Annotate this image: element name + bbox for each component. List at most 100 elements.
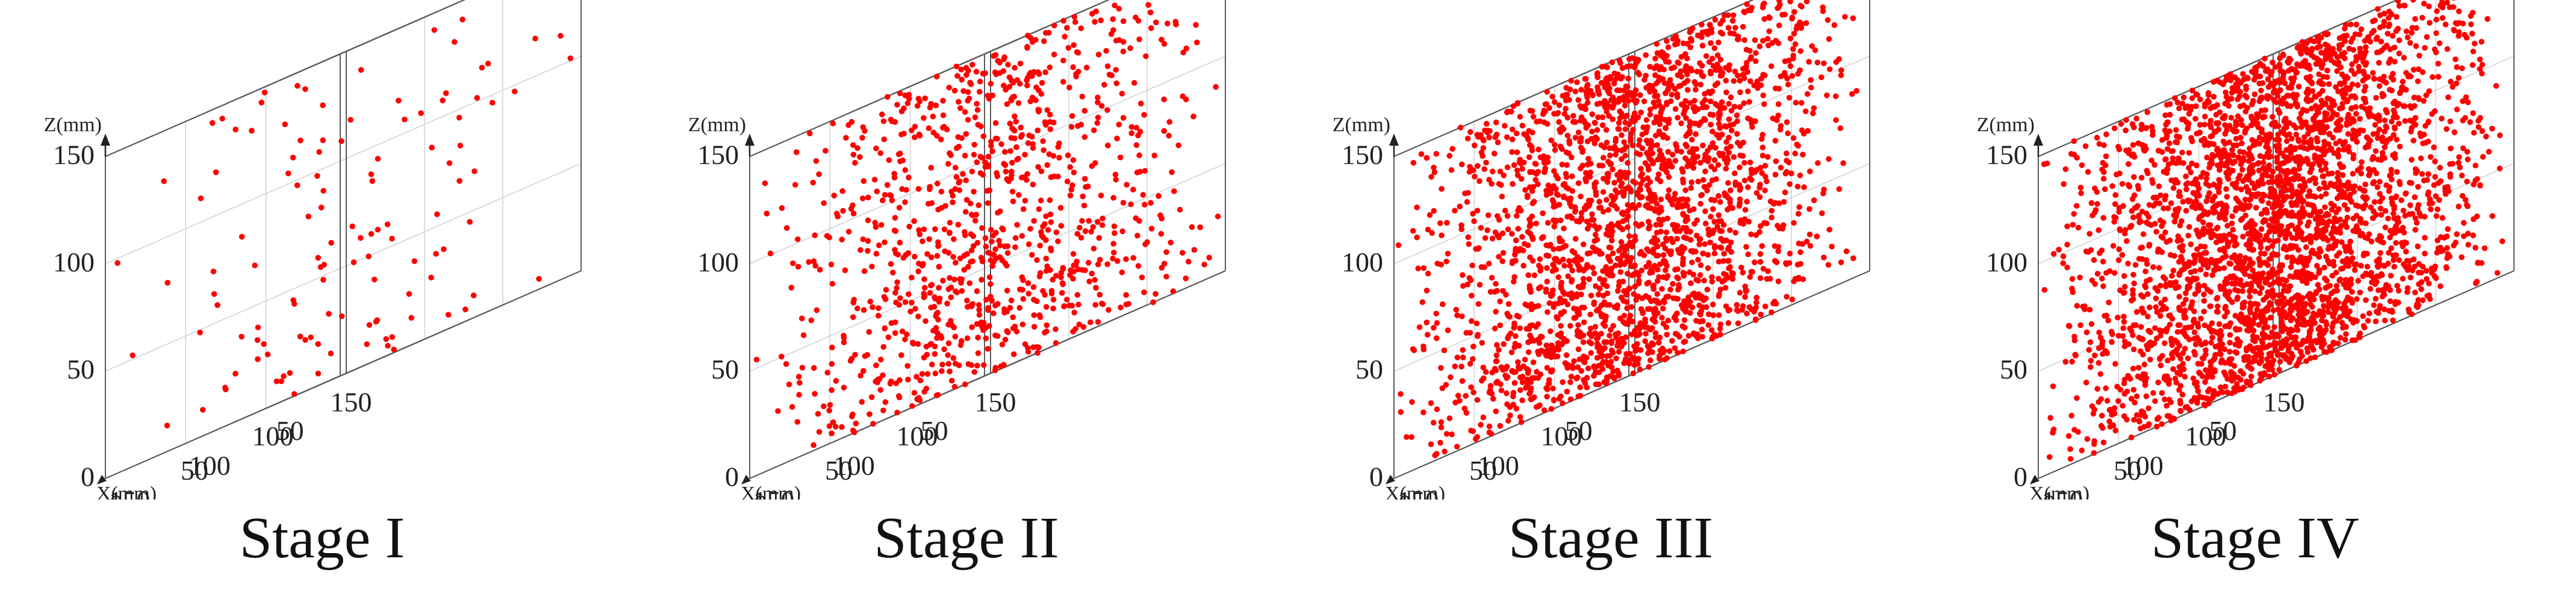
data-point	[1737, 164, 1743, 170]
data-point	[308, 334, 314, 341]
data-point	[1696, 241, 1702, 248]
y-tick-label: 50	[181, 455, 208, 486]
data-point	[1757, 259, 1764, 265]
data-point	[1452, 208, 1458, 214]
data-point	[824, 233, 830, 239]
data-point	[1786, 57, 1792, 64]
data-point	[1716, 193, 1722, 199]
data-point	[1490, 395, 1496, 402]
data-point	[962, 209, 969, 215]
data-point	[1024, 45, 1030, 51]
data-point	[1095, 219, 1101, 225]
data-point	[1505, 418, 1511, 424]
data-point	[883, 286, 889, 293]
data-point	[255, 324, 261, 330]
data-point	[1504, 364, 1510, 370]
data-point	[2304, 280, 2310, 286]
data-point	[1675, 275, 1681, 282]
data-point	[1826, 66, 1833, 72]
data-point	[2409, 211, 2416, 217]
data-point	[1664, 38, 1670, 44]
data-point	[2387, 287, 2393, 293]
data-point	[2475, 124, 2481, 130]
data-point	[1698, 308, 1705, 314]
data-point	[1753, 190, 1760, 196]
data-point	[238, 333, 245, 340]
data-point	[1513, 333, 1519, 339]
data-point	[901, 105, 907, 111]
data-point	[1558, 323, 1564, 329]
data-point	[1469, 292, 1475, 299]
data-point	[1548, 291, 1554, 297]
data-point	[2128, 223, 2135, 229]
data-point	[1411, 347, 1417, 353]
data-point	[1747, 55, 1753, 62]
data-point	[1646, 155, 1653, 162]
data-point	[1691, 221, 1697, 227]
data-point	[1690, 146, 1696, 152]
data-point	[1148, 25, 1154, 31]
data-point	[1683, 68, 1689, 75]
data-point	[1128, 130, 1135, 137]
data-point	[2259, 339, 2266, 346]
data-point	[474, 94, 481, 101]
data-point	[1649, 317, 1656, 323]
data-point	[2144, 291, 2151, 297]
data-point	[1476, 178, 1482, 184]
scatter3d-panel-2: 05010015050100150050100150Z(mm)X(mm)Stag…	[644, 0, 1289, 591]
data-point	[1690, 165, 1697, 171]
data-point	[1628, 188, 1634, 195]
data-point	[971, 141, 977, 148]
data-point	[1815, 160, 1821, 166]
data-point	[982, 70, 988, 76]
data-point	[1555, 300, 1561, 306]
data-point	[1592, 120, 1598, 126]
data-point	[873, 145, 879, 152]
data-point	[1555, 347, 1562, 353]
data-point	[947, 229, 953, 236]
data-point	[1709, 274, 1715, 280]
data-point	[1778, 73, 1784, 79]
data-point	[1652, 306, 1658, 312]
data-point	[2047, 415, 2053, 421]
data-point	[1048, 219, 1054, 225]
data-point	[1660, 76, 1666, 82]
data-point	[1159, 265, 1165, 271]
data-point	[1775, 248, 1781, 255]
data-point	[1669, 201, 1676, 208]
data-point	[1053, 340, 1059, 346]
data-point	[794, 236, 801, 243]
data-point	[1812, 47, 1818, 54]
data-point	[932, 226, 938, 232]
data-point	[1826, 36, 1832, 42]
data-point	[1603, 264, 1609, 270]
data-point	[1756, 194, 1763, 200]
data-point	[888, 261, 894, 267]
data-point	[219, 116, 226, 122]
data-point	[402, 116, 408, 123]
data-point	[1699, 72, 1705, 79]
data-point	[1631, 343, 1637, 350]
data-point	[1014, 156, 1020, 162]
data-point	[1483, 120, 1490, 127]
data-point	[1716, 121, 1722, 127]
data-point	[2430, 74, 2436, 80]
data-point	[1666, 187, 1672, 193]
data-point	[986, 187, 993, 194]
data-point	[775, 408, 781, 414]
data-point	[1581, 280, 1587, 286]
data-point	[2167, 111, 2173, 118]
data-point	[1013, 144, 1019, 150]
data-point	[869, 264, 875, 270]
data-point	[1584, 82, 1591, 88]
data-point	[953, 63, 960, 70]
data-point	[1644, 280, 1650, 287]
data-point	[1485, 212, 1492, 218]
data-point	[1031, 218, 1037, 224]
data-point	[1060, 57, 1066, 64]
grid-line	[346, 55, 582, 159]
data-point	[873, 250, 880, 257]
data-point	[1634, 150, 1640, 156]
data-point	[1047, 64, 1053, 70]
data-point	[851, 297, 857, 303]
